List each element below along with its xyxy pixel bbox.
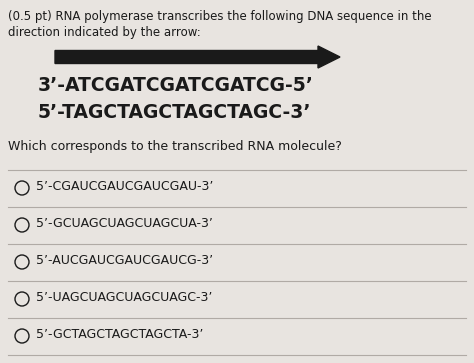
Text: (0.5 pt) RNA polymerase transcribes the following DNA sequence in the: (0.5 pt) RNA polymerase transcribes the … — [8, 10, 432, 23]
FancyArrow shape — [55, 46, 340, 68]
Text: 5’-GCUAGCUAGCUAGCUA-3’: 5’-GCUAGCUAGCUAGCUA-3’ — [36, 217, 213, 230]
Text: 3’-ATCGATCGATCGATCG-5’: 3’-ATCGATCGATCGATCG-5’ — [38, 76, 314, 95]
Text: direction indicated by the arrow:: direction indicated by the arrow: — [8, 26, 201, 39]
Text: 5’-AUCGAUCGAUCGAUCG-3’: 5’-AUCGAUCGAUCGAUCG-3’ — [36, 254, 213, 267]
Text: 5’-TAGCTAGCTAGCTAGC-3’: 5’-TAGCTAGCTAGCTAGC-3’ — [38, 103, 311, 122]
Text: 5’-UAGCUAGCUAGCUAGC-3’: 5’-UAGCUAGCUAGCUAGC-3’ — [36, 291, 212, 304]
Text: Which corresponds to the transcribed RNA molecule?: Which corresponds to the transcribed RNA… — [8, 140, 342, 153]
Text: 5’-GCTAGCTAGCTAGCTA-3’: 5’-GCTAGCTAGCTAGCTA-3’ — [36, 328, 203, 341]
Text: 5’-CGAUCGAUCGAUCGAU-3’: 5’-CGAUCGAUCGAUCGAU-3’ — [36, 180, 213, 193]
